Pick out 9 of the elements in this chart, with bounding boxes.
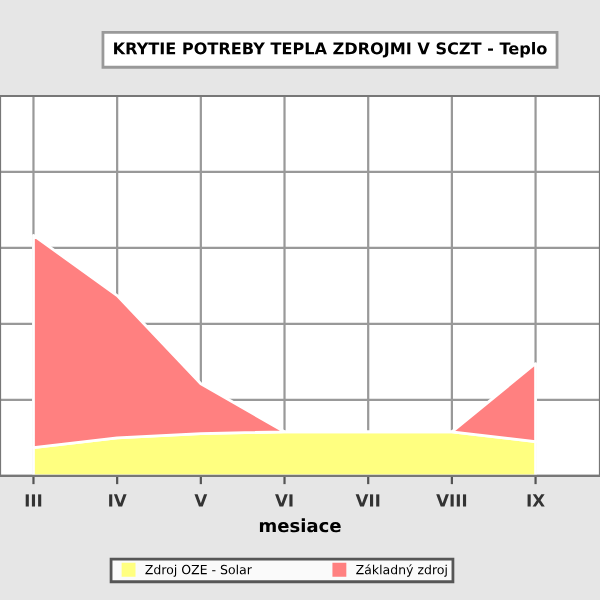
x-tick-label: V bbox=[194, 494, 208, 507]
x-tick-label: VI bbox=[275, 494, 293, 507]
x-tick-label: III bbox=[25, 494, 42, 507]
x-tick-label: VII bbox=[355, 494, 380, 507]
x-tick-label: IV bbox=[109, 494, 127, 507]
x-axis-title: mesiace bbox=[259, 518, 341, 533]
x-tick-label: VIII bbox=[436, 494, 467, 507]
chart-title: KRYTIE POTREBY TEPLA ZDROJMI V SCZT - Teplo bbox=[114, 42, 547, 58]
x-tick-label: IX bbox=[527, 494, 545, 507]
